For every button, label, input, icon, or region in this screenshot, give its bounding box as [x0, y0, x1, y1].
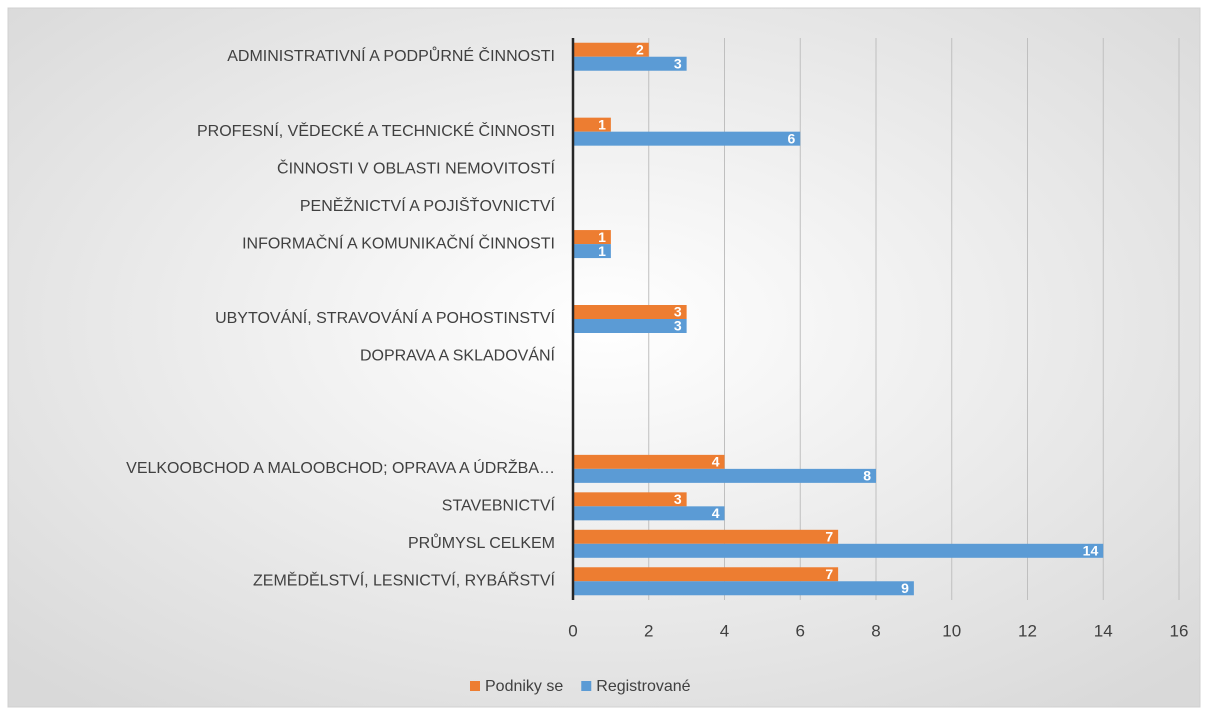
value-label: 6	[787, 130, 795, 146]
value-label: 1	[598, 116, 606, 132]
y-tick-label: VELKOOBCHOD A MALOOBCHOD; OPRAVA A ÚDRŽB…	[126, 458, 555, 477]
y-tick-label: PROFESNÍ, VĚDECKÉ A TECHNICKÉ ČINNOSTI	[197, 121, 555, 140]
value-label: 4	[712, 505, 720, 521]
value-label: 4	[712, 454, 720, 470]
x-tick-label: 16	[1170, 621, 1189, 640]
bar	[573, 468, 876, 483]
value-label: 1	[598, 229, 606, 245]
legend-label: Registrované	[596, 678, 690, 695]
value-label: 3	[674, 318, 682, 334]
bar	[573, 492, 687, 507]
bar	[573, 56, 687, 71]
value-label: 1	[598, 243, 606, 259]
bar	[573, 506, 725, 521]
y-tick-label: ADMINISTRATIVNÍ A PODPŮRNÉ ČINNOSTI	[227, 46, 555, 65]
value-label: 7	[825, 529, 833, 545]
bar	[573, 131, 801, 146]
x-tick-label: 6	[796, 621, 805, 640]
bar	[573, 454, 725, 469]
bar	[573, 567, 839, 582]
bar	[573, 305, 687, 319]
y-tick-label: PENĚŽNICTVÍ A POJIŠŤOVNICTVÍ	[300, 196, 556, 215]
x-tick-label: 4	[720, 621, 729, 640]
y-tick-label: DOPRAVA A SKLADOVÁNÍ	[360, 346, 556, 365]
x-tick-label: 10	[942, 621, 961, 640]
chart-background	[7, 7, 1201, 708]
y-tick-label: STAVEBNICTVÍ	[442, 496, 556, 515]
y-tick-label: INFORMAČNÍ A KOMUNIKAČNÍ ČINNOSTI	[242, 233, 555, 252]
value-label: 7	[825, 566, 833, 582]
y-tick-label: PRŮMYSL CELKEM	[408, 533, 555, 552]
y-tick-label: UBYTOVÁNÍ, STRAVOVÁNÍ A POHOSTINSTVÍ	[215, 308, 555, 327]
x-tick-label: 0	[568, 621, 577, 640]
legend-swatch	[581, 681, 592, 691]
legend-swatch	[470, 681, 480, 691]
bar	[573, 117, 611, 132]
bar	[573, 244, 611, 259]
bar	[573, 319, 687, 333]
x-tick-label: 14	[1094, 621, 1113, 640]
x-tick-label: 12	[1018, 621, 1037, 640]
value-label: 3	[674, 304, 682, 320]
y-tick-label: ČINNOSTI V OBLASTI NEMOVITOSTÍ	[277, 158, 556, 177]
x-tick-label: 8	[871, 621, 880, 640]
value-label: 3	[674, 55, 682, 71]
bar	[573, 230, 611, 245]
value-label: 14	[1083, 543, 1099, 559]
bar	[573, 581, 914, 596]
bar	[573, 543, 1104, 558]
legend-label: Podniky se	[485, 678, 563, 695]
x-tick-label: 2	[644, 621, 653, 640]
value-label: 8	[863, 468, 871, 484]
bar	[573, 42, 649, 57]
bar	[573, 529, 839, 544]
value-label: 3	[674, 491, 682, 507]
y-tick-label: ZEMĚDĚLSTVÍ, LESNICTVÍ, RYBÁŘSTVÍ	[253, 570, 556, 589]
value-label: 2	[636, 41, 644, 57]
value-label: 9	[901, 580, 909, 596]
